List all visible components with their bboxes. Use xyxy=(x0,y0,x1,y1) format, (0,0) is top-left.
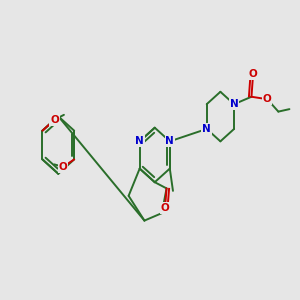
Text: N: N xyxy=(135,136,144,146)
Text: O: O xyxy=(59,162,68,172)
Text: N: N xyxy=(165,136,174,146)
Text: O: O xyxy=(263,94,272,104)
Text: O: O xyxy=(249,70,257,80)
Text: O: O xyxy=(160,203,169,213)
Text: O: O xyxy=(50,115,59,125)
Text: N: N xyxy=(202,124,211,134)
Text: N: N xyxy=(230,99,239,109)
